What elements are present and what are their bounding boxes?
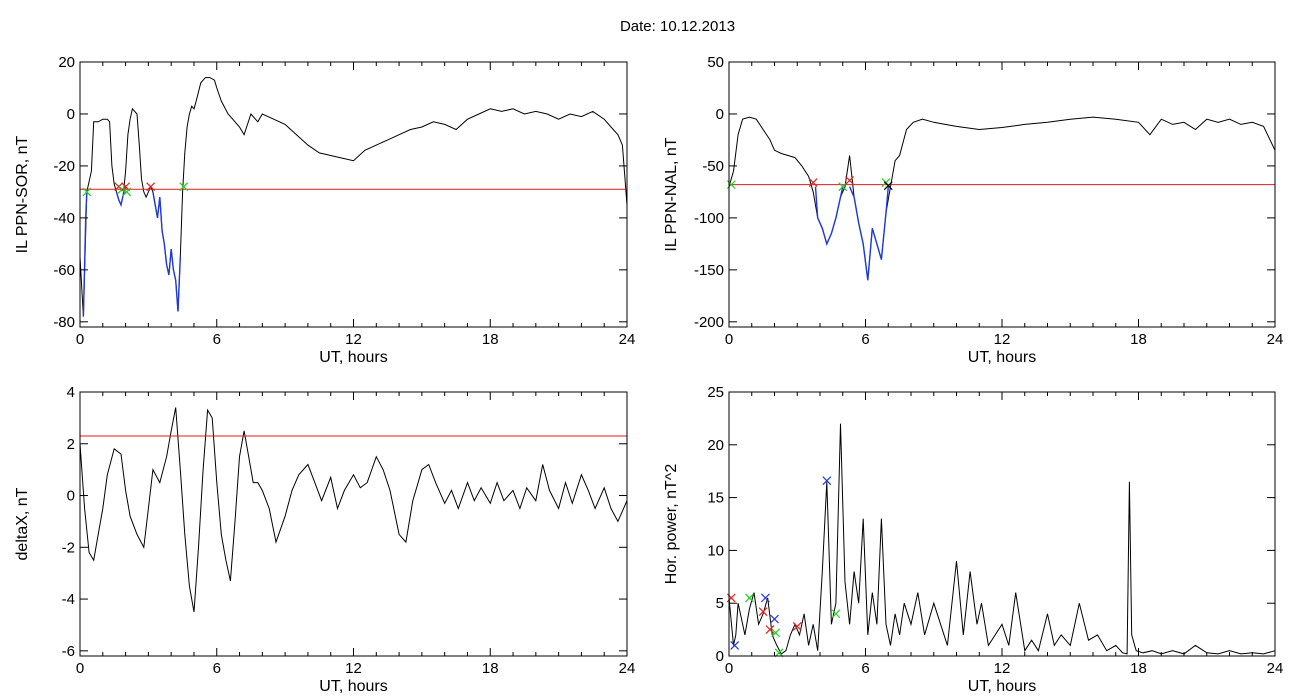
event-marker xyxy=(792,622,802,631)
x-axis-label: UT, hours xyxy=(968,349,1036,366)
event-marker xyxy=(883,181,893,191)
y-tick-label: 0 xyxy=(67,106,75,123)
x-tick-label: 6 xyxy=(213,331,221,348)
y-tick-label: -100 xyxy=(694,210,724,227)
plot-frame xyxy=(79,391,628,657)
y-axis-label: Hor. power, nT^2 xyxy=(663,464,680,585)
x-tick-label: 12 xyxy=(994,660,1011,677)
event-marker xyxy=(765,625,775,635)
y-axis-label: deltaX, nT xyxy=(14,487,31,560)
panel-hor-power: 0 6 12 18 24 0 5 10 15 20 25 UT, hours Hor. power, n… xyxy=(663,384,1283,695)
x-tick-label: 6 xyxy=(861,331,869,348)
y-tick-label: 4 xyxy=(67,384,75,401)
y-tick-label: 10 xyxy=(707,542,724,559)
y-tick-label: -40 xyxy=(53,210,75,227)
series-line xyxy=(79,77,628,317)
event-marker xyxy=(179,182,189,192)
event-marker xyxy=(745,593,754,603)
y-tick-label: -80 xyxy=(53,314,75,331)
plot-frame xyxy=(79,61,628,328)
x-tick-label: 24 xyxy=(619,331,636,348)
y-tick-label: 0 xyxy=(67,488,75,505)
series-line xyxy=(728,116,1276,281)
y-tick-label: -50 xyxy=(702,158,724,175)
x-tick-label: 6 xyxy=(213,660,221,677)
x-axis-label: UT, hours xyxy=(968,678,1036,695)
plot-frame xyxy=(728,391,1276,657)
y-tick-label: 0 xyxy=(716,106,724,123)
y-tick-label: 20 xyxy=(58,54,75,71)
event-marker xyxy=(121,182,131,192)
event-marker xyxy=(760,593,770,603)
x-tick-label: 12 xyxy=(345,660,362,677)
x-tick-label: 0 xyxy=(725,331,733,348)
event-marker xyxy=(146,182,156,192)
event-marker xyxy=(831,609,841,619)
x-tick-label: 24 xyxy=(1267,660,1284,677)
event-marker xyxy=(758,607,768,617)
y-tick-label: 20 xyxy=(707,437,724,454)
y-tick-label: -2 xyxy=(62,539,75,556)
event-marker xyxy=(770,614,779,624)
y-tick-label: -4 xyxy=(62,591,75,608)
y-tick-label: 15 xyxy=(707,490,724,507)
series-line xyxy=(79,407,628,613)
y-tick-label: -6 xyxy=(62,643,75,660)
series-line xyxy=(82,191,88,317)
figure-title: Date: 10.12.2013 xyxy=(619,18,736,35)
y-tick-label: 25 xyxy=(707,384,724,401)
x-tick-label: 18 xyxy=(482,660,499,677)
x-axis-label: UT, hours xyxy=(319,349,387,366)
event-marker xyxy=(726,593,736,603)
x-tick-label: 18 xyxy=(482,331,499,348)
event-marker xyxy=(845,176,854,185)
event-marker xyxy=(122,187,132,197)
x-tick-label: 18 xyxy=(1130,660,1147,677)
panel-il-sor: 0 6 12 18 24 -80 -60 -40 -20 0 20 UT, hours IL PPN-S… xyxy=(14,54,635,366)
y-tick-label: 5 xyxy=(716,595,724,612)
event-marker xyxy=(774,648,784,658)
event-marker xyxy=(822,476,832,486)
x-tick-label: 12 xyxy=(345,331,362,348)
plot-frame xyxy=(728,61,1276,328)
x-tick-label: 18 xyxy=(1130,331,1147,348)
x-axis-label: UT, hours xyxy=(319,678,387,695)
event-marker xyxy=(82,187,92,197)
y-tick-label: -150 xyxy=(694,262,724,279)
y-tick-label: -60 xyxy=(53,262,75,279)
event-marker xyxy=(771,628,781,638)
y-axis-label: IL PPN-SOR, nT xyxy=(14,135,31,253)
x-tick-label: 24 xyxy=(619,660,636,677)
series-line xyxy=(152,191,181,312)
x-tick-label: 24 xyxy=(1267,331,1284,348)
y-tick-label: 0 xyxy=(716,648,724,665)
x-tick-label: 0 xyxy=(76,331,84,348)
y-axis-label: IL PPN-NAL, nT xyxy=(663,137,680,251)
series-line xyxy=(728,423,1276,655)
panel-il-nal: 0 6 12 18 24 -200 -150 -100 -50 0 50 UT, hours IL PP… xyxy=(663,54,1283,366)
x-tick-label: 0 xyxy=(725,660,733,677)
y-tick-label: -20 xyxy=(53,158,75,175)
series-line xyxy=(848,186,889,281)
x-tick-label: 0 xyxy=(76,660,84,677)
x-tick-label: 12 xyxy=(994,331,1011,348)
y-tick-label: -200 xyxy=(694,314,724,331)
x-tick-label: 6 xyxy=(861,660,869,677)
y-tick-label: 2 xyxy=(67,436,75,453)
event-marker xyxy=(808,178,818,187)
y-tick-label: 50 xyxy=(707,54,724,71)
event-marker xyxy=(730,641,740,650)
series-line xyxy=(814,186,844,246)
